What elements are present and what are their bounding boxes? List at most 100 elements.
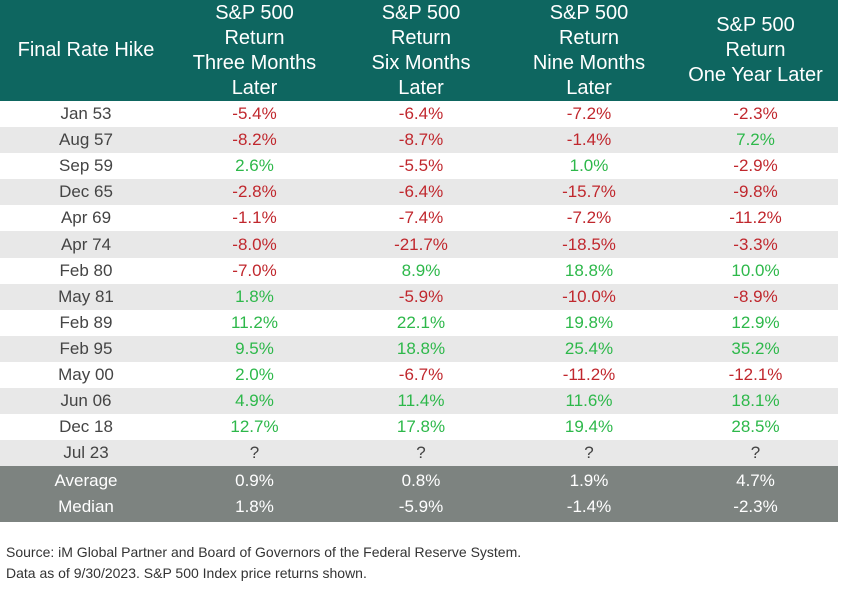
return-value: -5.4% bbox=[232, 104, 277, 124]
rate-hike-date: Aug 57 bbox=[59, 130, 113, 150]
average-row: Average 0.9% 0.8% 1.9% 4.7% bbox=[0, 468, 838, 494]
summary-value: -2.3% bbox=[733, 497, 778, 517]
return-value: -7.2% bbox=[566, 104, 612, 124]
rate-hike-date: Feb 95 bbox=[59, 338, 113, 358]
rate-hike-date: May 81 bbox=[58, 286, 114, 306]
return-value: -5.5% bbox=[398, 156, 444, 176]
return-value: -7.4% bbox=[398, 208, 444, 228]
return-value: -7.2% bbox=[566, 208, 612, 228]
table-row: Jul 23???? bbox=[0, 440, 838, 467]
table-row: May 81 1.8% -5.9% -10.0% -8.9% bbox=[0, 283, 838, 310]
return-value: 35.2% bbox=[731, 338, 780, 358]
rate-hike-date: Apr 69 bbox=[60, 208, 112, 228]
return-value: 11.4% bbox=[397, 391, 445, 411]
table-row: Aug 57 -8.2% -8.7% -1.4% 7.2% bbox=[0, 127, 838, 154]
returns-table: Final Rate Hike S&P 500 Return Three Mont… bbox=[0, 0, 838, 523]
return-value: 17.8% bbox=[396, 417, 446, 437]
return-value: -8.2% bbox=[232, 130, 277, 150]
summary-value: 0.9% bbox=[235, 471, 274, 491]
return-value: -2.3% bbox=[733, 104, 778, 124]
return-value: 19.8% bbox=[564, 312, 614, 332]
return-value: 25.4% bbox=[564, 338, 614, 358]
footnote-line-2: Data as of 9/30/2023. S&P 500 Index pric… bbox=[6, 565, 367, 581]
return-value: -9.8% bbox=[733, 182, 778, 202]
return-value: 18.1% bbox=[731, 391, 780, 411]
return-value: -1.1% bbox=[232, 208, 277, 228]
column-header-4: S&P 500 Return One Year Later bbox=[688, 14, 823, 86]
rate-hike-date: Jun 06 bbox=[60, 391, 112, 411]
return-value: ? bbox=[416, 443, 426, 463]
rate-hike-date: Dec 65 bbox=[59, 182, 113, 202]
summary-value: 0.8% bbox=[401, 471, 441, 491]
rate-hike-date: Sep 59 bbox=[59, 156, 113, 176]
return-value: 11.2% bbox=[231, 312, 278, 332]
return-value: -8.9% bbox=[733, 286, 778, 306]
summary-value: -5.9% bbox=[398, 497, 444, 517]
rate-hike-date: Apr 74 bbox=[60, 234, 112, 254]
return-value: 4.9% bbox=[235, 391, 274, 411]
rate-hike-date: Jan 53 bbox=[60, 104, 112, 124]
table-row: Apr 69 -1.1% -7.4% -7.2% -11.2% bbox=[0, 205, 838, 232]
return-value: -2.9% bbox=[733, 156, 778, 176]
return-value: 1.8% bbox=[235, 286, 274, 306]
return-value: -5.9% bbox=[398, 286, 444, 306]
return-value: -21.7% bbox=[394, 234, 448, 254]
table-row: Apr 74 -8.0% -21.7% -18.5% -3.3% bbox=[0, 231, 838, 258]
return-value: -6.4% bbox=[398, 182, 444, 202]
table-row: Feb 95 9.5% 18.8% 25.4% 35.2% bbox=[0, 335, 838, 362]
summary-value: -1.4% bbox=[566, 497, 612, 517]
return-value: -12.1% bbox=[728, 364, 783, 384]
column-header-3: S&P 500 Return Nine Months Later bbox=[532, 1, 646, 99]
return-value: -8.0% bbox=[232, 234, 277, 254]
return-value: 12.7% bbox=[230, 417, 279, 437]
table-row: May 00 2.0% -6.7% -11.2% -12.1% bbox=[0, 361, 838, 389]
return-value: 19.4% bbox=[564, 417, 614, 437]
rate-hike-date: Dec 18 bbox=[59, 417, 113, 437]
summary-label: Average bbox=[54, 471, 118, 491]
return-value: 18.8% bbox=[564, 260, 614, 280]
table-body: Jan 53 -5.4% -6.4% -7.2% -2.3% Aug 57 -8.2% -8.… bbox=[0, 101, 838, 467]
return-value: ? bbox=[584, 443, 594, 463]
return-value: -18.5% bbox=[562, 234, 616, 254]
return-value: -3.3% bbox=[733, 234, 778, 254]
return-value: -2.8% bbox=[232, 182, 277, 202]
table-row: Feb 89 11.2% 22.1% 19.8% 12.9% bbox=[0, 309, 838, 336]
return-value: -1.4% bbox=[566, 130, 612, 150]
summary-label: Median bbox=[58, 497, 114, 517]
return-value: 11.6% bbox=[565, 391, 613, 411]
return-value: 7.2% bbox=[736, 130, 775, 150]
summary-section: Average 0.9% 0.8% 1.9% 4.7% Median 1.8% -5.9% -1… bbox=[0, 466, 838, 523]
return-value: -10.0% bbox=[562, 286, 616, 306]
return-value: -6.7% bbox=[398, 364, 444, 384]
return-value: 9.5% bbox=[235, 338, 274, 358]
return-value: 8.9% bbox=[401, 260, 441, 280]
table-row: Dec 18 12.7% 17.8% 19.4% 28.5% bbox=[0, 414, 838, 441]
footnote-line-1: Source: iM Global Partner and Board of G… bbox=[6, 544, 522, 560]
return-value: -11.2% bbox=[562, 364, 616, 384]
return-value: 28.5% bbox=[731, 417, 780, 437]
rate-hike-date: Feb 89 bbox=[59, 312, 113, 332]
rate-hike-date: Jul 23 bbox=[63, 443, 109, 463]
summary-value: 1.9% bbox=[569, 471, 609, 491]
source-footnote: Source: iM Global Partner and Board of G… bbox=[6, 542, 521, 584]
column-header-final-rate-hike: Final Rate Hike bbox=[17, 39, 155, 61]
return-value: ? bbox=[750, 443, 761, 463]
median-row: Median 1.8% -5.9% -1.4% -2.3% bbox=[0, 494, 838, 520]
return-value: 2.6% bbox=[235, 156, 274, 176]
table-header: Final Rate Hike S&P 500 Return Three Mont… bbox=[0, 0, 838, 101]
return-value: -15.7% bbox=[562, 182, 616, 202]
table-row: Feb 80 -7.0% 8.9% 18.8% 10.0% bbox=[0, 257, 838, 284]
table-row: Dec 65 -2.8% -6.4% -15.7% -9.8% bbox=[0, 179, 838, 206]
return-value: 12.9% bbox=[731, 312, 780, 332]
return-value: -8.7% bbox=[398, 130, 444, 150]
return-value: -11.2% bbox=[729, 208, 782, 228]
return-value: 10.0% bbox=[731, 260, 780, 280]
return-value: -6.4% bbox=[398, 104, 444, 124]
return-value: 18.8% bbox=[396, 338, 446, 358]
rate-hike-date: Feb 80 bbox=[59, 260, 113, 280]
column-header-1: S&P 500 Return Three Months Later bbox=[192, 1, 317, 99]
return-value: -7.0% bbox=[232, 260, 277, 280]
column-header-2: S&P 500 Return Six Months Later bbox=[371, 1, 471, 99]
table-row: Sep 59 2.6% -5.5% 1.0% -2.9% bbox=[0, 153, 838, 180]
return-value: 22.1% bbox=[396, 312, 446, 332]
